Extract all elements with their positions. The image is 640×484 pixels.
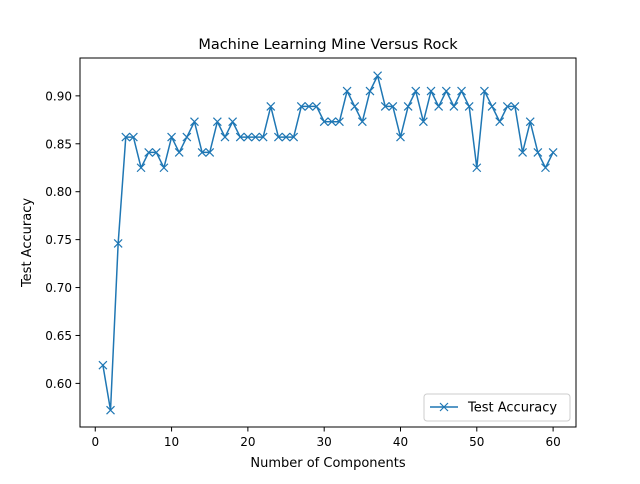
data-point-marker [296, 101, 306, 111]
data-point-marker [487, 101, 497, 111]
legend-box [423, 393, 571, 422]
data-point-marker [388, 101, 398, 111]
x-tick-label: 20 [240, 435, 255, 449]
data-point-marker [212, 117, 222, 127]
data-point-marker [335, 117, 344, 127]
data-point-marker [281, 132, 291, 142]
data-point-marker [518, 147, 528, 157]
data-point-marker [357, 117, 367, 127]
data-point-marker [365, 86, 375, 96]
chart-title: Machine Learning Mine Versus Rock [198, 37, 458, 53]
data-point-marker [273, 132, 283, 142]
data-point-marker [502, 101, 512, 111]
data-point-marker [426, 86, 436, 96]
data-point-marker [159, 163, 169, 173]
data-point-marker [418, 117, 428, 127]
axes-frame [79, 57, 577, 428]
legend-marker-x [439, 402, 449, 412]
data-point-marker [174, 147, 184, 157]
legend-label: Test Accuracy [467, 401, 557, 416]
data-point-marker [243, 132, 253, 142]
data-point-marker [319, 117, 329, 127]
data-point-marker [350, 101, 360, 111]
data-point-marker [525, 117, 535, 127]
data-point-marker [480, 86, 489, 96]
data-point-marker [113, 239, 123, 248]
x-tick-label: 10 [164, 435, 179, 449]
data-point-marker [327, 117, 337, 127]
data-point-marker [464, 101, 474, 111]
data-point-marker [304, 101, 314, 111]
x-axis-ticks: 0 10 20 30 40 50 60 [91, 427, 561, 449]
data-point-marker [235, 132, 245, 142]
y-axis-label: Test Accuracy [20, 198, 35, 288]
y-tick-label: 0.90 [45, 89, 72, 103]
y-tick-label: 0.85 [45, 137, 72, 151]
y-tick-label: 0.65 [45, 329, 72, 343]
data-point-marker [106, 405, 115, 415]
data-point-marker [190, 117, 199, 127]
data-point-marker [98, 360, 108, 370]
y-tick-label: 0.70 [45, 281, 72, 295]
data-point-marker [128, 132, 138, 142]
data-point-marker [197, 147, 207, 157]
y-tick-label: 0.75 [45, 233, 72, 247]
data-point-marker [144, 147, 154, 157]
y-tick-label: 0.60 [45, 377, 72, 391]
series-line [102, 74, 554, 411]
data-point-marker [373, 71, 383, 81]
data-point-marker [220, 132, 230, 142]
data-point-marker [403, 101, 413, 111]
y-axis-ticks: 0.60 0.65 0.70 0.75 0.80 0.85 0.90 [45, 89, 80, 391]
data-point-marker [151, 147, 161, 157]
data-point-marker [495, 117, 505, 127]
data-point-marker [167, 132, 176, 142]
data-point-marker [136, 163, 146, 173]
x-tick-label: 40 [393, 435, 408, 449]
x-tick-label: 0 [91, 435, 99, 449]
data-point-marker [205, 147, 215, 157]
x-tick-label: 50 [469, 435, 484, 449]
y-tick-label: 0.80 [45, 185, 72, 199]
data-point-marker [449, 101, 459, 111]
data-point-marker [472, 163, 482, 173]
data-point-marker [342, 86, 352, 96]
x-tick-label: 60 [545, 435, 560, 449]
data-point-marker [510, 101, 520, 111]
data-point-marker [266, 101, 276, 111]
plot-area [98, 71, 558, 415]
data-point-marker [258, 132, 268, 142]
data-point-marker [548, 147, 558, 157]
data-point-marker [312, 101, 321, 111]
data-point-marker [121, 132, 131, 142]
data-point-marker [411, 86, 421, 96]
data-point-marker [251, 132, 260, 142]
data-point-marker [541, 163, 550, 173]
data-point-marker [289, 132, 299, 142]
x-axis-label: Number of Components [250, 456, 405, 471]
data-point-marker [441, 86, 451, 96]
data-point-marker [457, 86, 466, 96]
data-point-marker [182, 132, 192, 142]
data-point-marker [533, 147, 543, 157]
x-tick-label: 30 [317, 435, 332, 449]
data-point-marker [228, 117, 238, 127]
data-point-marker [396, 132, 405, 142]
data-point-marker [380, 101, 390, 111]
data-point-marker [434, 101, 444, 111]
legend: Test Accuracy [423, 393, 571, 422]
